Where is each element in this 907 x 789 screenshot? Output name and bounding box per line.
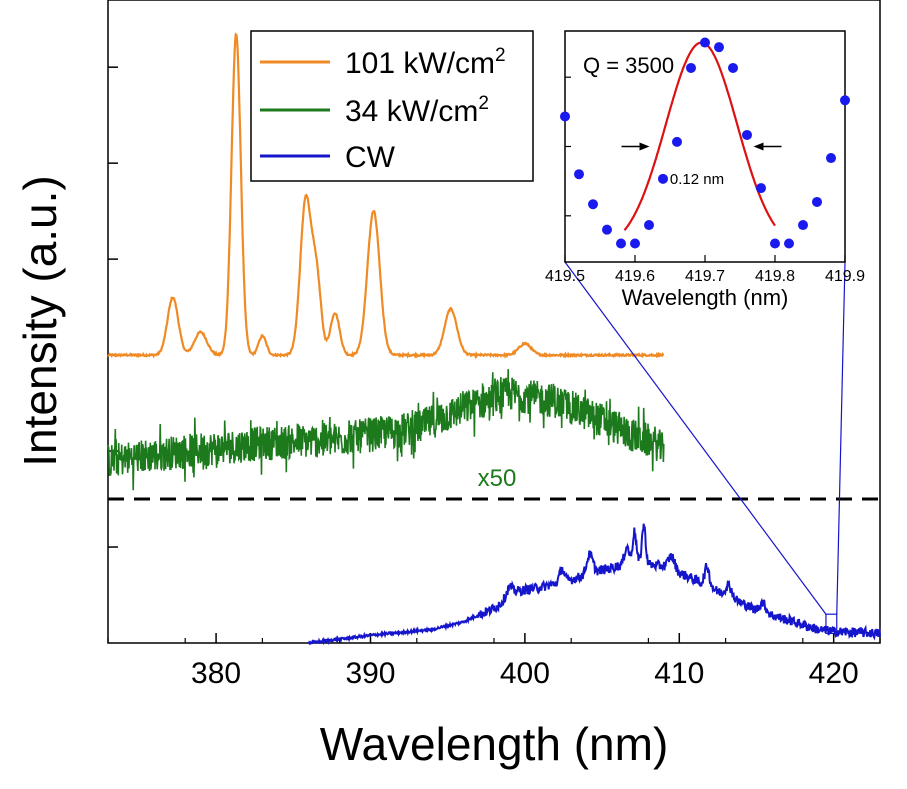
inset-x-tick-label: 419.8 bbox=[755, 268, 795, 285]
inset-content bbox=[560, 37, 850, 249]
series-line-101kw bbox=[107, 32, 665, 360]
fwhm-arrow-right-head bbox=[753, 142, 764, 151]
scale-annotation: x50 bbox=[478, 465, 517, 492]
y-axis-label: Intensity (a.u.) bbox=[14, 175, 66, 466]
series-line-cw bbox=[307, 523, 881, 646]
inset-data-point bbox=[616, 238, 626, 249]
inset-data-point bbox=[588, 199, 598, 210]
x-tick-label: 390 bbox=[345, 657, 395, 690]
inset-data-point bbox=[770, 238, 780, 249]
legend-label-34: 34 kW/cm2 bbox=[345, 93, 489, 128]
inset-x-axis-label: Wavelength (nm) bbox=[622, 285, 789, 310]
inset-data-point bbox=[658, 173, 668, 184]
inset-data-point bbox=[574, 169, 584, 180]
legend-label-101: 101 kW/cm2 bbox=[345, 45, 506, 80]
inset-data-point bbox=[784, 238, 794, 249]
inset-x-tick-label: 419.6 bbox=[615, 268, 655, 285]
inset-data-point bbox=[812, 196, 822, 207]
fwhm-label: 0.12 nm bbox=[670, 171, 724, 188]
zoom-box bbox=[825, 613, 838, 635]
legend: 101 kW/cm2 34 kW/cm2 CW bbox=[250, 30, 534, 182]
legend-label-cw: CW bbox=[345, 141, 396, 174]
x-tick-label: 380 bbox=[191, 657, 241, 690]
zoom-connector bbox=[564, 261, 846, 635]
x-axis-ticks: 380 390 400 410 420 bbox=[107, 633, 881, 690]
inset-data-point bbox=[644, 220, 654, 231]
inset-data-point bbox=[630, 238, 640, 249]
zoom-connector-left bbox=[564, 261, 827, 615]
series-line-34kw bbox=[107, 369, 665, 491]
inset-x-ticks: 419.5 419.6 419.7 419.8 419.9 bbox=[545, 255, 865, 285]
inset-data-point bbox=[728, 62, 738, 73]
inset-x-tick-label: 419.7 bbox=[685, 268, 725, 285]
inset-data-point bbox=[700, 37, 710, 48]
inset-data-point bbox=[756, 183, 766, 194]
inset-data-point bbox=[672, 136, 682, 147]
series-group bbox=[107, 32, 881, 646]
inset-title: Q = 3500 bbox=[583, 53, 674, 78]
inset-data-point bbox=[560, 111, 570, 122]
x-tick-label: 420 bbox=[809, 657, 859, 690]
inset-data-point bbox=[742, 129, 752, 140]
main-plot: 380 390 400 410 420 x50 Wavelength (nm) Inte… bbox=[14, 0, 881, 770]
fwhm-arrow-left-head bbox=[639, 142, 650, 151]
fwhm-arrows bbox=[621, 142, 782, 151]
x-axis-label: Wavelength (nm) bbox=[320, 718, 669, 770]
inset-data-point bbox=[826, 153, 836, 164]
zoom-connector-right bbox=[836, 261, 846, 615]
x-tick-label: 400 bbox=[500, 657, 550, 690]
inset-data-point bbox=[714, 42, 724, 53]
inset-x-tick-label: 419.5 bbox=[545, 268, 585, 285]
x-tick-label: 410 bbox=[654, 657, 704, 690]
inset-y-ticks bbox=[565, 76, 571, 217]
inset-x-tick-label: 419.9 bbox=[825, 268, 865, 285]
inset-data-point bbox=[686, 62, 696, 73]
inset-data-point bbox=[798, 220, 808, 231]
inset-data-point bbox=[840, 95, 850, 106]
inset-plot: 419.5 419.6 419.7 419.8 419.9 Q = 3500 Wavel… bbox=[545, 30, 865, 310]
inset-fit-curve bbox=[623, 41, 776, 231]
inset-data-point bbox=[602, 224, 612, 235]
